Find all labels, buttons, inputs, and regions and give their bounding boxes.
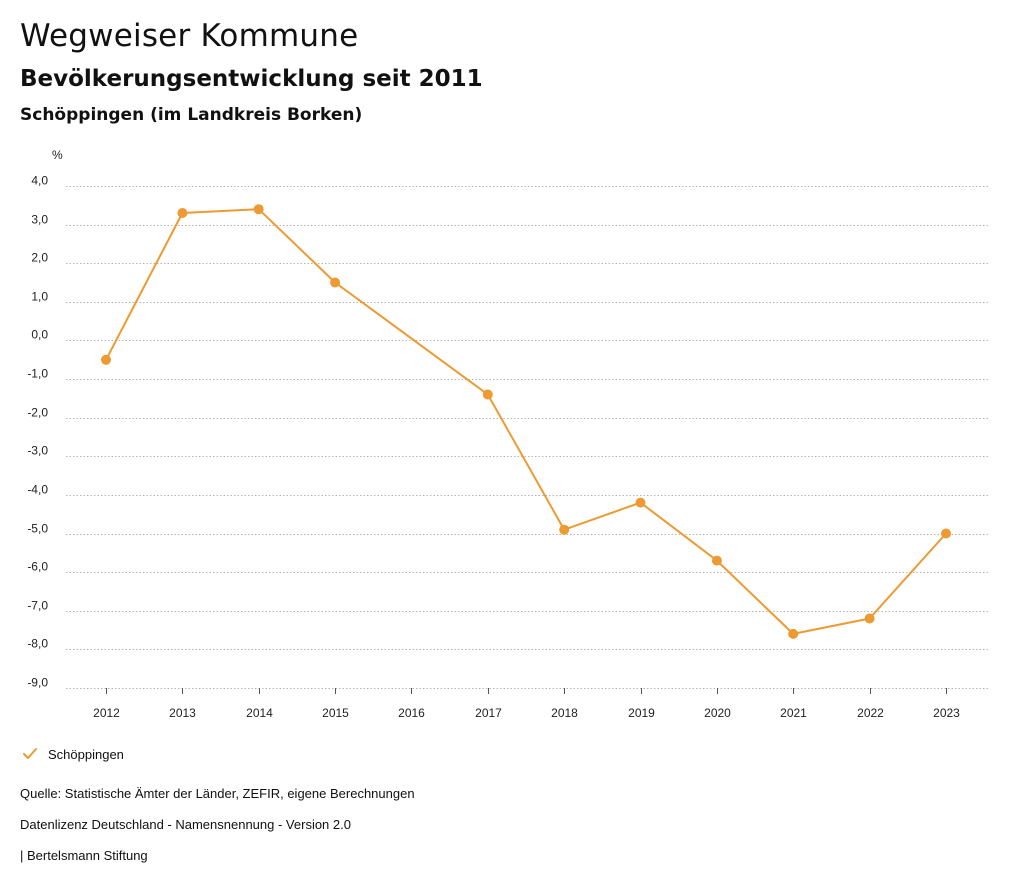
data-point: [101, 354, 111, 365]
y-tick-label: 2,0: [31, 251, 48, 265]
series-layer: [101, 204, 951, 639]
x-tick-label: 2012: [93, 706, 120, 720]
y-tick-label: 1,0: [31, 290, 48, 304]
y-tick-label: -2,0: [27, 406, 48, 420]
data-point: [482, 389, 493, 400]
x-tick-label: 2013: [169, 706, 196, 720]
line-chart: 4,0 3,0 2,0 1,0 0,0 -1,0 -2,0 -3,0 -4,0 -5,0 -6,0 -…: [27, 148, 990, 720]
series-line: [105, 208, 947, 635]
y-tick-label: 3,0: [31, 213, 48, 227]
data-point: [864, 613, 875, 624]
data-point: [635, 497, 646, 508]
y-tick-label: -6,0: [27, 560, 48, 574]
region-label: Schöppingen (im Landkreis Borken): [20, 105, 363, 125]
data-point: [711, 555, 722, 566]
x-tick-label: 2023: [933, 706, 960, 720]
y-axis-label: %: [52, 148, 63, 162]
x-tick-label: 2015: [322, 706, 349, 720]
x-tick-label: 2022: [857, 706, 884, 720]
chart-legend[interactable]: Schöppingen: [22, 746, 124, 762]
y-tick-label: -9,0: [27, 676, 48, 690]
y-tick-label: -8,0: [27, 637, 48, 651]
y-tick-label: 0,0: [31, 328, 48, 342]
x-axis-ticks: 2012 2013 2014 2015 2016 2017 2018 2019 2020 2021…: [93, 688, 960, 720]
y-axis-ticks: 4,0 3,0 2,0 1,0 0,0 -1,0 -2,0 -3,0 -4,0 -5,0 -6,0 -…: [27, 174, 48, 690]
y-tick-label: 4,0: [31, 174, 48, 188]
x-tick-label: 2014: [246, 706, 273, 720]
data-point: [788, 628, 799, 639]
x-tick-label: 2017: [475, 706, 502, 720]
x-tick-label: 2019: [628, 706, 655, 720]
publisher-note: | Bertelsmann Stiftung: [20, 848, 148, 863]
data-point: [253, 204, 264, 215]
data-point: [559, 524, 570, 535]
y-tick-label: -1,0: [27, 367, 48, 381]
check-icon: [23, 748, 37, 759]
legend-label: Schöppingen: [48, 746, 124, 762]
page-title: Wegweiser Kommune: [20, 18, 359, 54]
y-tick-label: -7,0: [27, 599, 48, 613]
grid-lines: [66, 186, 990, 689]
chart-subtitle: Bevölkerungsentwicklung seit 2011: [20, 66, 483, 92]
data-point: [177, 208, 188, 218]
x-tick-label: 2020: [704, 706, 731, 720]
x-tick-label: 2016: [398, 706, 425, 720]
y-tick-label: -3,0: [27, 444, 48, 458]
x-tick-label: 2018: [551, 706, 578, 720]
y-tick-label: -4,0: [27, 483, 48, 497]
y-tick-label: -5,0: [27, 522, 48, 536]
license-note: Datenlizenz Deutschland - Namensnennung …: [20, 817, 351, 832]
source-note: Quelle: Statistische Ämter der Länder, Z…: [20, 786, 415, 801]
x-tick-label: 2021: [780, 706, 807, 720]
data-point: [941, 528, 951, 539]
data-point: [330, 277, 341, 288]
